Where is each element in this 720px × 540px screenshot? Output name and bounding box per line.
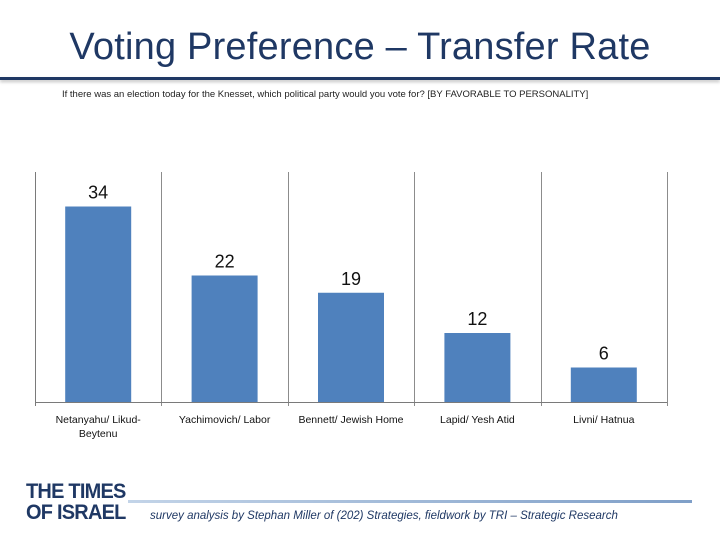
data-label: 6 [599, 344, 609, 364]
data-label: 22 [215, 252, 235, 272]
slide-title: Voting Preference – Transfer Rate [69, 26, 651, 68]
x-tick-label: Livni/ Hatnua [573, 414, 634, 426]
data-label: 34 [88, 183, 108, 203]
times-of-israel-logo: THE TIMES OF ISRAEL [26, 480, 126, 524]
bar [318, 292, 384, 402]
bar [191, 275, 258, 402]
bar-chart: 34 Netanyahu/ Likud-Beytenu 22 Yachimovich/… [35, 172, 668, 440]
footer-credit: survey analysis by Stephan Miller of (20… [150, 510, 618, 522]
x-tick-label: Netanyahu/ Likud-Beytenu [56, 414, 142, 440]
logo-line-2: OF ISRAEL [26, 501, 126, 524]
data-label: 12 [467, 309, 487, 329]
data-label: 19 [341, 269, 361, 289]
bar [570, 367, 637, 402]
x-tick-label: Lapid/ Yesh Atid [440, 414, 515, 426]
x-tick-label: Bennett/ Jewish Home [298, 414, 403, 426]
title-divider [0, 77, 720, 80]
bar [65, 206, 132, 402]
survey-question: If there was an election today for the K… [62, 89, 589, 100]
footer-divider [128, 500, 692, 503]
logo-line-1: THE TIMES [26, 480, 126, 503]
bar [444, 333, 511, 402]
x-tick-label: Yachimovich/ Labor [179, 414, 271, 426]
